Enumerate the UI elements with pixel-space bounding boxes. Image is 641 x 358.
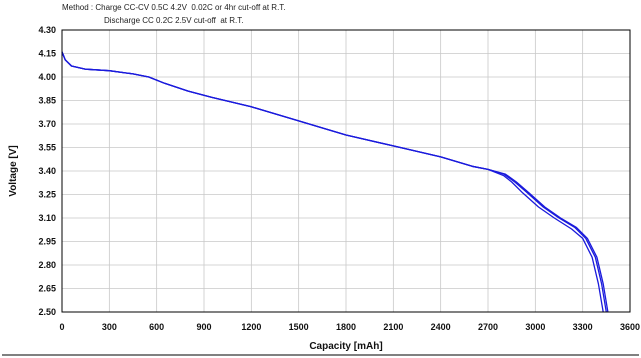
x-tick-label: 2100 [383, 322, 403, 332]
y-axis-label: Voltage [V] [8, 145, 19, 196]
y-tick-label: 3.55 [38, 143, 56, 153]
x-tick-label: 2700 [478, 322, 498, 332]
y-tick-label: 2.80 [38, 260, 56, 270]
x-tick-labels: 0 300 600 900 1200 1500 1800 2100 2400 2700 3000 33… [59, 322, 640, 332]
y-tick-label: 4.15 [38, 49, 56, 59]
grid-lines [61, 29, 631, 313]
y-tick-label: 2.95 [38, 237, 56, 247]
plot-frame [61, 29, 631, 313]
y-tick-label: 2.65 [38, 284, 56, 294]
y-tick-label: 3.85 [38, 96, 56, 106]
method-description-line2: Discharge CC 0.2C 2.5V cut-off at R.T. [104, 16, 244, 25]
y-tick-label: 3.40 [38, 166, 56, 176]
y-tick-label: 2.50 [38, 307, 56, 317]
y-tick-label: 4.00 [38, 72, 56, 82]
x-tick-label: 1500 [289, 322, 309, 332]
x-tick-label: 3000 [525, 322, 545, 332]
x-tick-label: 3600 [620, 322, 640, 332]
discharge-curve-2 [61, 51, 604, 313]
method-description-line1: Method : Charge CC-CV 0.5C 4.2V 0.02C or… [62, 3, 286, 12]
y-tick-labels: 4.30 4.15 4.00 3.85 3.70 3.55 3.40 3.25 3.10 2.95… [38, 25, 56, 317]
x-tick-label: 0 [59, 322, 64, 332]
x-tick-label: 1800 [336, 322, 356, 332]
x-tick-label: 300 [102, 322, 117, 332]
discharge-curves [61, 51, 609, 313]
x-tick-label: 600 [149, 322, 164, 332]
y-tick-label: 3.10 [38, 213, 56, 223]
discharge-curve-1 [61, 51, 607, 313]
y-tick-label: 4.30 [38, 25, 56, 35]
x-axis-label: Capacity [mAh] [309, 341, 382, 352]
x-tick-label: 900 [196, 322, 211, 332]
discharge-curve-3 [61, 51, 609, 313]
x-tick-label: 1200 [241, 322, 261, 332]
x-tick-label: 2400 [431, 322, 451, 332]
y-tick-label: 3.70 [38, 119, 56, 129]
x-tick-label: 3300 [573, 322, 593, 332]
y-tick-label: 3.25 [38, 190, 56, 200]
